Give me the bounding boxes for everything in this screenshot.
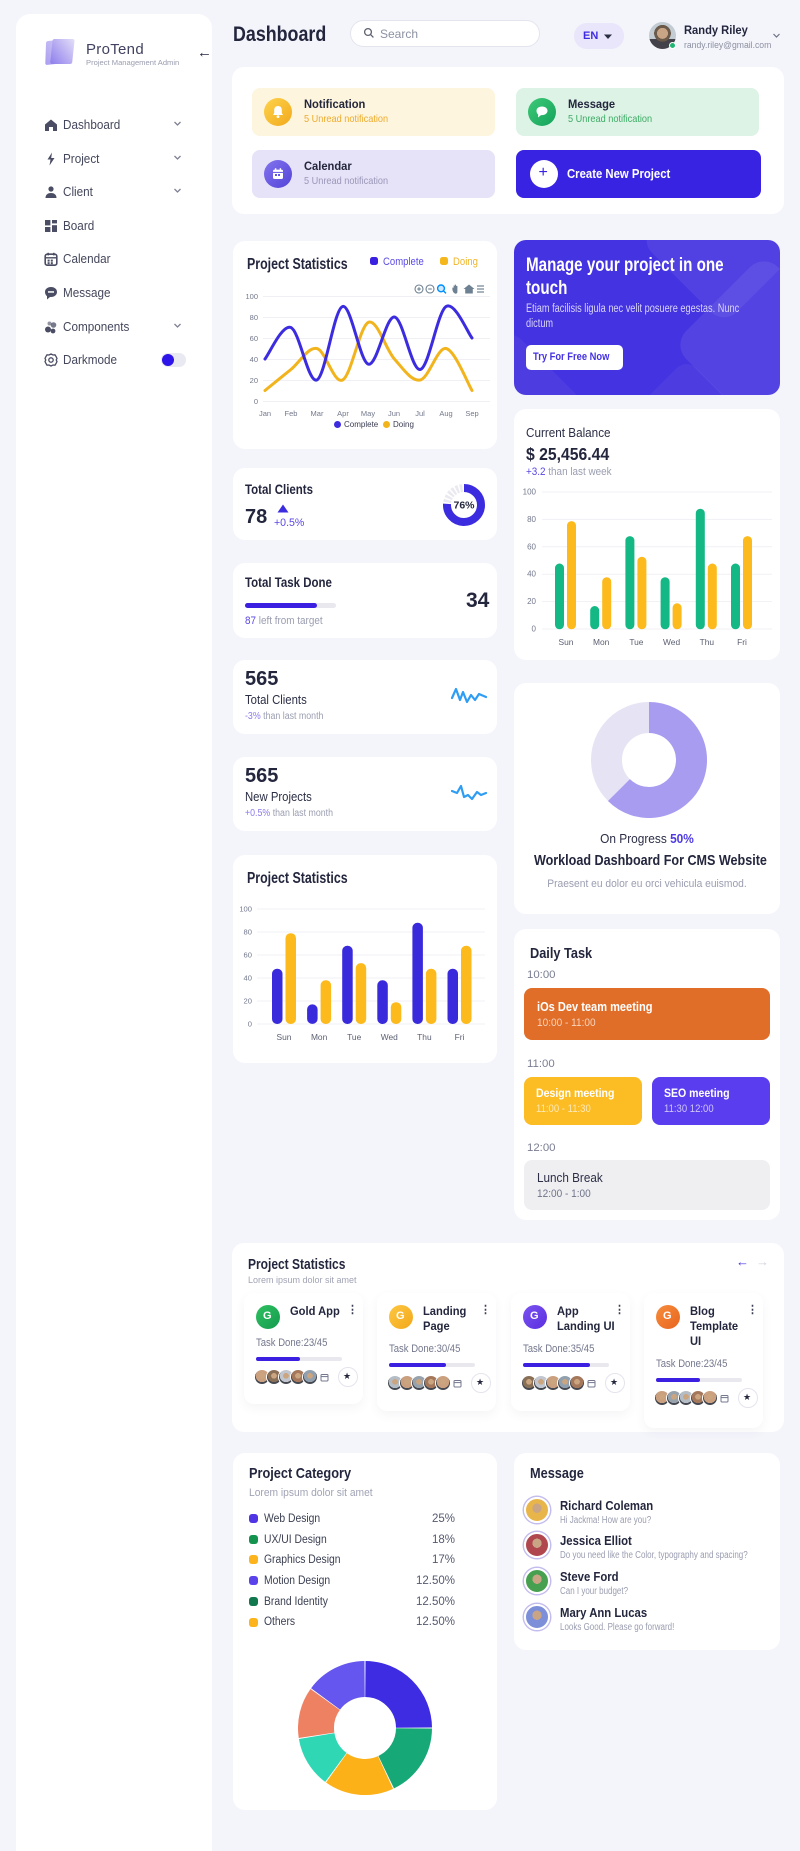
svg-text:Tue: Tue: [347, 1032, 361, 1042]
svg-text:80: 80: [244, 928, 252, 937]
svg-text:Wed: Wed: [663, 637, 680, 647]
svg-text:Tue: Tue: [629, 637, 643, 647]
svg-text:40: 40: [527, 570, 536, 579]
svg-text:40: 40: [244, 974, 252, 983]
svg-text:20: 20: [527, 597, 536, 606]
svg-text:0: 0: [248, 1020, 252, 1029]
svg-text:80: 80: [527, 515, 536, 524]
svg-text:100: 100: [239, 905, 252, 914]
svg-text:20: 20: [244, 997, 252, 1006]
svg-text:100: 100: [523, 488, 537, 497]
svg-text:76%: 76%: [453, 500, 475, 512]
svg-text:Mon: Mon: [311, 1032, 328, 1042]
svg-text:60: 60: [244, 951, 252, 960]
svg-text:Thu: Thu: [700, 637, 715, 647]
svg-text:Sun: Sun: [277, 1032, 292, 1042]
svg-text:Mon: Mon: [593, 637, 610, 647]
svg-text:Thu: Thu: [417, 1032, 432, 1042]
svg-text:60: 60: [527, 542, 536, 551]
svg-text:Fri: Fri: [455, 1032, 465, 1042]
svg-text:0: 0: [532, 625, 537, 634]
svg-text:Fri: Fri: [737, 637, 747, 647]
svg-text:Wed: Wed: [381, 1032, 398, 1042]
svg-text:Sun: Sun: [559, 637, 574, 647]
